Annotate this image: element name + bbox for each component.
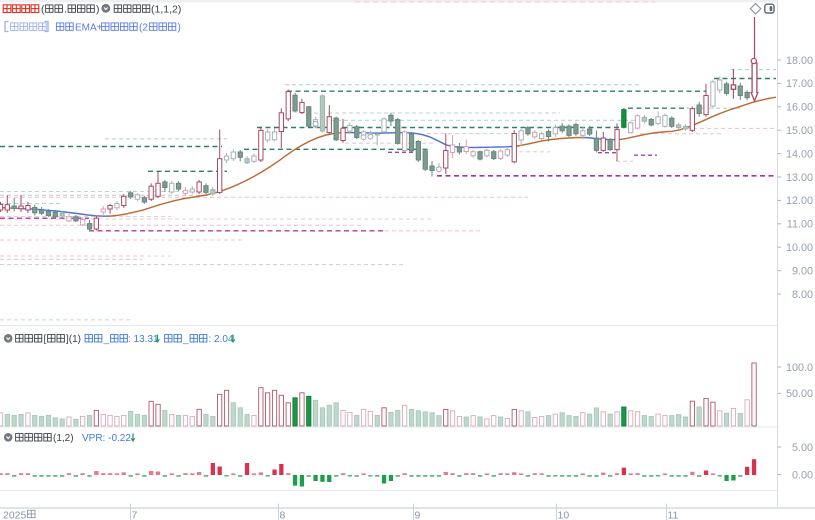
svg-text:_: _ [103,334,110,345]
svg-text:7: 7 [132,510,138,520]
svg-text:9.00: 9.00 [792,265,813,277]
svg-text:: 13.31: : 13.31 [128,334,159,345]
svg-text:EMA+: EMA+ [75,22,103,33]
svg-text:: 2.04: : 2.04 [209,334,234,345]
svg-text:12.00: 12.00 [786,195,813,207]
svg-text:9: 9 [415,510,421,520]
svg-text:5.00: 5.00 [792,442,813,454]
svg-text:100.0: 100.0 [786,362,813,374]
svg-text:2025: 2025 [3,510,27,520]
svg-text:13.00: 13.00 [786,172,813,184]
svg-text:11.00: 11.00 [787,219,813,231]
svg-text:.: . [64,4,67,16]
svg-text:10: 10 [558,510,570,520]
svg-text:10.00: 10.00 [786,242,813,254]
svg-text:VPR: -0.22: VPR: -0.22 [82,433,131,444]
svg-text:): ) [96,4,100,16]
svg-text:11: 11 [668,510,679,520]
svg-text:8.00: 8.00 [792,289,813,301]
svg-text:](1): ](1) [66,334,81,345]
svg-text:(1,1,2): (1,1,2) [151,4,181,16]
svg-text:[: [ [44,334,47,345]
svg-text:_: _ [182,334,189,345]
svg-text:0.00: 0.00 [792,469,813,481]
svg-text:): ) [178,22,181,33]
svg-text:50.00: 50.00 [786,388,813,400]
svg-text:14.00: 14.00 [786,148,813,160]
svg-text:(2: (2 [139,22,148,33]
svg-text:(: ( [41,4,45,16]
svg-text:(1,2): (1,2) [53,433,74,444]
svg-text:16.00: 16.00 [786,102,813,114]
svg-text:18.00: 18.00 [786,55,813,67]
svg-text:8: 8 [280,510,286,520]
svg-text:15.00: 15.00 [786,125,813,137]
svg-text:17.00: 17.00 [786,78,813,90]
